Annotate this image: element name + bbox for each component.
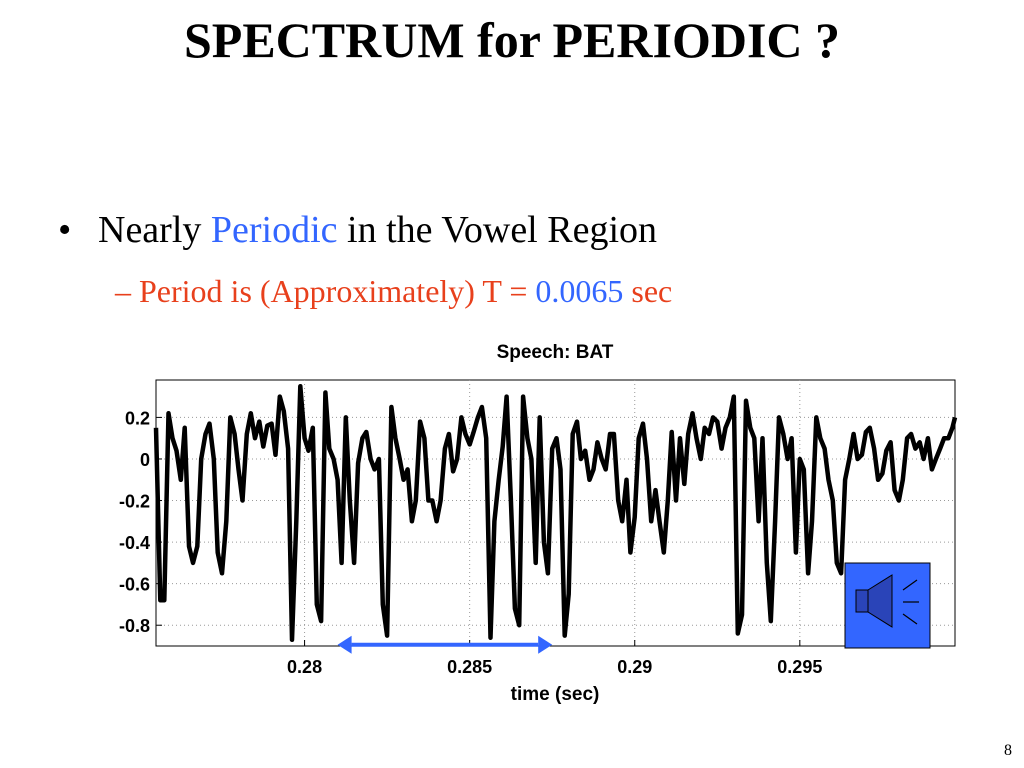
subbullet-value: 0.0065: [535, 273, 624, 309]
period-double-arrow: [337, 635, 553, 654]
bullet-prefix: Nearly: [98, 209, 211, 251]
y-tick-label: -0.6: [119, 575, 150, 595]
x-tick-label: 0.295: [777, 657, 822, 677]
arrow-head-left: [337, 635, 352, 654]
x-tick-label: 0.285: [447, 657, 492, 677]
x-axis-label: time (sec): [511, 684, 600, 705]
bullet-highlight-periodic: Periodic: [210, 209, 338, 251]
y-axis: 0.2 0 -0.2 -0.4 -0.6 -0.8: [119, 408, 162, 636]
y-tick-label: -0.2: [119, 492, 150, 512]
y-tick-label: -0.8: [119, 616, 150, 636]
slide-title: SPECTRUM for PERIODIC ?: [183, 12, 841, 68]
chart-title: Speech: BAT: [497, 342, 614, 363]
arrow-head-right: [538, 635, 553, 654]
waveform-line: [153, 383, 958, 643]
speaker-icon: [855, 574, 919, 628]
y-tick-label: 0.2: [125, 408, 150, 428]
subbullet-prefix: – Period is (Approximately) T =: [115, 273, 536, 309]
y-tick-label: -0.4: [119, 533, 150, 553]
bullet-nearly-periodic: • Nearly Periodic in the Vowel Region: [58, 206, 657, 254]
y-tick-label: 0: [140, 450, 150, 470]
subbullet-period: – Period is (Approximately) T = 0.0065 s…: [115, 270, 672, 312]
subbullet-suffix: sec: [623, 273, 673, 309]
x-tick-label: 0.28: [287, 657, 322, 677]
page-number: 8: [1004, 742, 1012, 759]
x-tick-label: 0.29: [617, 657, 652, 677]
speaker-button[interactable]: [844, 562, 931, 649]
bullet-suffix: in the Vowel Region: [337, 209, 658, 251]
x-axis: 0.28 0.285 0.29 0.295: [287, 640, 822, 677]
bullet-marker: •: [58, 209, 72, 251]
